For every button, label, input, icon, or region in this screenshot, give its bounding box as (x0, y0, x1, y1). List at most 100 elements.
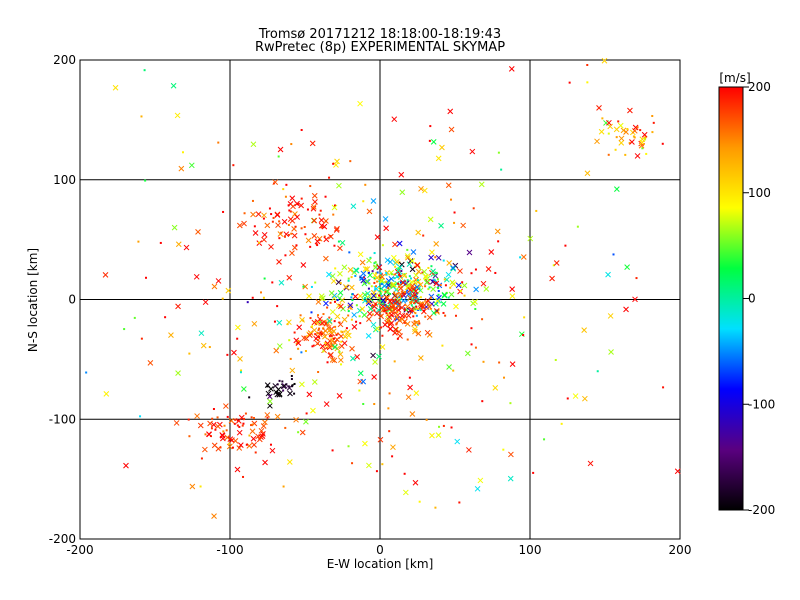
data-point (316, 342, 319, 345)
data-point (323, 300, 329, 307)
data-point (345, 332, 352, 339)
data-points (85, 57, 681, 519)
data-point (396, 240, 403, 247)
data-point (285, 383, 288, 386)
data-point (321, 223, 328, 230)
data-point (594, 138, 600, 145)
data-point (276, 319, 283, 326)
data-point (293, 331, 296, 334)
data-point (379, 293, 382, 296)
chart-subtitle: RwPretec (8p) EXPERIMENTAL SKYMAP (255, 40, 505, 55)
data-point (527, 235, 534, 242)
data-point (480, 280, 487, 287)
data-point (405, 312, 412, 319)
data-point (290, 143, 293, 146)
data-point (412, 315, 415, 318)
data-point (324, 340, 331, 347)
data-point (339, 239, 346, 246)
data-point (299, 314, 302, 317)
data-point (351, 312, 358, 318)
data-point (435, 254, 442, 261)
data-point (202, 299, 209, 306)
data-point (262, 296, 265, 299)
data-point (532, 471, 535, 474)
data-point (369, 256, 372, 259)
data-point (207, 420, 213, 427)
data-point (508, 451, 514, 458)
data-point (306, 293, 312, 299)
data-point (309, 185, 312, 188)
data-point (188, 435, 191, 438)
data-point (399, 301, 402, 304)
data-point (503, 376, 506, 379)
data-point (326, 306, 329, 309)
data-point (413, 272, 419, 279)
data-point (393, 291, 396, 294)
data-point (236, 337, 239, 340)
data-point (481, 318, 484, 321)
data-point (331, 337, 334, 340)
data-point (379, 274, 385, 280)
data-point (183, 244, 190, 251)
data-point (333, 204, 336, 207)
data-point (373, 281, 376, 284)
data-point (388, 269, 395, 276)
data-point (366, 316, 372, 322)
data-point (323, 218, 329, 224)
data-point (406, 289, 409, 292)
data-point (632, 296, 638, 303)
data-point (318, 293, 325, 299)
data-point (398, 261, 405, 268)
data-point (417, 281, 424, 288)
data-point (271, 220, 274, 223)
data-point (336, 299, 339, 302)
data-point (470, 272, 473, 275)
data-point (242, 422, 245, 425)
data-point (607, 313, 614, 319)
data-point (554, 358, 557, 361)
data-point (326, 319, 333, 325)
data-point (470, 327, 473, 330)
x-tick-label: 0 (376, 543, 384, 557)
data-point (266, 385, 269, 388)
data-point (331, 449, 334, 452)
data-point (264, 222, 271, 229)
y-tick-label: -200 (49, 532, 76, 546)
data-point (272, 216, 275, 219)
data-point (379, 344, 386, 350)
data-point (459, 290, 462, 293)
data-point (328, 316, 331, 319)
data-point (210, 427, 213, 430)
data-point (223, 424, 226, 427)
data-point (403, 472, 406, 475)
data-point (289, 195, 296, 202)
data-point (376, 271, 379, 274)
data-point (440, 301, 447, 307)
data-point (232, 164, 235, 167)
data-point (317, 316, 323, 322)
data-point (474, 268, 477, 271)
data-point (421, 271, 424, 274)
data-point (293, 392, 296, 395)
data-point (641, 131, 648, 138)
data-point (235, 324, 241, 331)
data-point (215, 278, 222, 284)
data-point (343, 330, 346, 333)
data-point (274, 212, 281, 218)
data-point (333, 227, 340, 233)
data-point (276, 343, 283, 349)
data-point (282, 485, 285, 488)
data-point (382, 305, 389, 312)
colorbar-tick-label: -200 (748, 503, 775, 517)
data-point (367, 287, 370, 290)
data-point (272, 383, 279, 389)
data-point (596, 105, 602, 111)
data-point (474, 346, 477, 349)
data-point (426, 303, 429, 306)
data-point (374, 274, 380, 281)
data-point (535, 209, 538, 212)
data-point (414, 312, 417, 315)
data-point (644, 135, 647, 138)
y-axis-label: N-S location [km] (26, 248, 40, 352)
data-point (365, 300, 372, 307)
